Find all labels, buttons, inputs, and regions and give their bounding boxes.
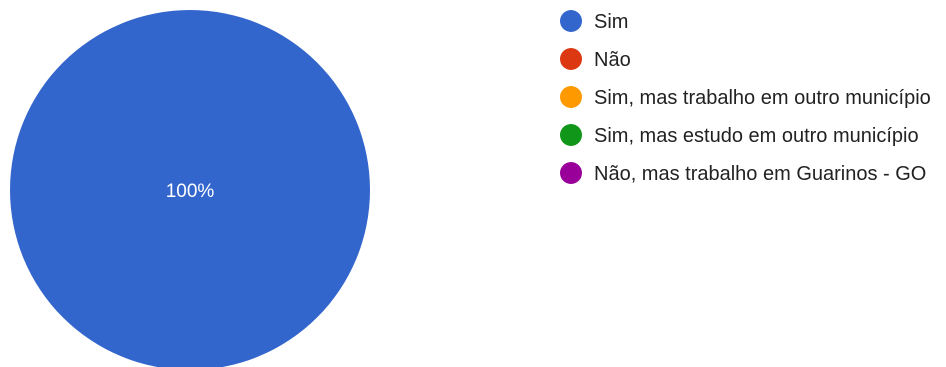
legend-swatch <box>560 48 582 70</box>
legend-item[interactable]: Sim, mas trabalho em outro município <box>560 84 940 112</box>
legend-label: Não, mas trabalho em Guarinos - GO <box>594 160 934 188</box>
legend-swatch <box>560 162 582 184</box>
legend-label: Sim <box>594 8 934 36</box>
chart-legend: Sim Não Sim, mas trabalho em outro municíp… <box>560 8 940 198</box>
pie-chart: 100% <box>0 0 560 367</box>
legend-label: Não <box>594 46 934 74</box>
legend-label: Sim, mas trabalho em outro município <box>594 84 934 112</box>
legend-item[interactable]: Sim, mas estudo em outro município <box>560 122 940 150</box>
legend-item[interactable]: Não, mas trabalho em Guarinos - GO <box>560 160 940 188</box>
legend-swatch <box>560 10 582 32</box>
legend-swatch <box>560 86 582 108</box>
legend-swatch <box>560 124 582 146</box>
legend-item[interactable]: Sim <box>560 8 940 36</box>
pie-data-label: 100% <box>166 181 215 202</box>
legend-label: Sim, mas estudo em outro município <box>594 122 934 150</box>
legend-item[interactable]: Não <box>560 46 940 74</box>
